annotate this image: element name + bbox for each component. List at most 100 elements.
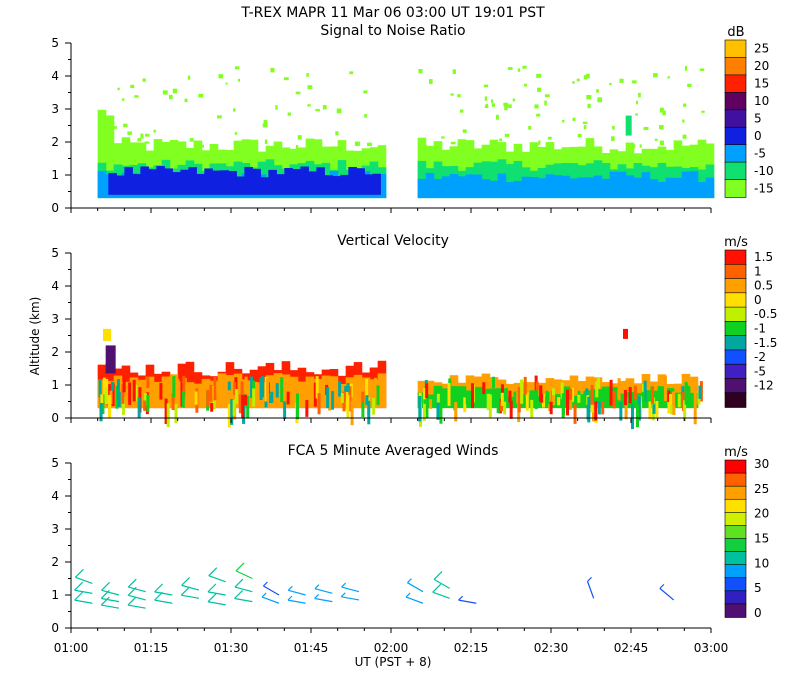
noise-speck	[307, 104, 311, 107]
echo-cell	[276, 174, 285, 195]
velocity-cell	[591, 403, 595, 422]
velocity-cell	[361, 396, 365, 418]
velocity-cell	[642, 383, 646, 400]
noise-speck	[662, 110, 666, 116]
echo-cell	[593, 389, 603, 409]
barb-feather	[74, 568, 84, 578]
echo-cell	[196, 173, 205, 195]
noise-speck	[576, 78, 580, 82]
colorbar-segment	[724, 126, 747, 146]
barb-feather	[181, 576, 191, 586]
velocity-cell	[326, 387, 330, 409]
noise-speck	[457, 94, 461, 98]
echo-cell	[148, 169, 157, 195]
noise-speck	[484, 105, 489, 108]
y-tick-label: 3	[51, 102, 59, 116]
noise-speck	[418, 68, 423, 74]
velocity-cell	[571, 387, 575, 402]
noise-speck	[117, 87, 120, 91]
velocity-cell	[549, 401, 553, 415]
noise-speck	[483, 84, 489, 88]
noise-speck	[235, 66, 240, 70]
velocity-cell	[670, 401, 674, 415]
barb-shaft	[407, 582, 424, 593]
velocity-cell	[216, 382, 220, 395]
noise-speck	[504, 105, 508, 111]
x-tick-label: 01:45	[294, 641, 329, 655]
wind-barb	[235, 562, 253, 580]
echo-cell	[625, 175, 635, 199]
barb-shaft	[261, 596, 280, 604]
echo-cell	[673, 177, 683, 199]
echo-cell	[481, 179, 491, 199]
echo-cell	[665, 177, 675, 199]
noise-speck	[307, 85, 313, 90]
velocity-cell	[631, 403, 635, 430]
echo-cell	[116, 175, 125, 195]
colorbar-label: 1	[754, 264, 762, 278]
echo-cell	[252, 168, 261, 195]
velocity-cell	[116, 379, 120, 400]
velocity-cell	[146, 376, 150, 388]
noise-speck	[459, 109, 464, 113]
barb-feather	[127, 578, 137, 588]
colorbar-segment	[724, 74, 747, 94]
velocity-cell	[372, 397, 376, 415]
colorbar-label: 15	[754, 77, 769, 91]
barb-shaft	[314, 588, 333, 594]
velocity-cell	[504, 388, 508, 399]
barb-shaft	[235, 570, 253, 580]
velocity-cell	[313, 382, 317, 407]
velocity-field	[97, 328, 703, 430]
echo-cell	[697, 182, 707, 199]
echo-cell	[545, 174, 555, 199]
wind-barb	[287, 595, 306, 604]
velocity-cell	[517, 386, 521, 413]
colorbar-label: -5	[754, 146, 766, 160]
velocity-cell	[166, 383, 170, 393]
colorbar-label: -2	[754, 350, 766, 364]
x-tick-label: 02:30	[534, 641, 569, 655]
echo-cell	[593, 175, 603, 199]
noise-speck	[561, 119, 565, 123]
echo-cell	[340, 174, 349, 195]
colorbar-label: 0	[754, 129, 762, 143]
velocity-cell	[592, 379, 596, 389]
wind-barb	[659, 583, 675, 601]
velocity-cell	[587, 396, 591, 423]
velocity-cell	[500, 401, 504, 412]
wind-barb	[433, 570, 450, 589]
barb-half-feather	[587, 576, 592, 582]
noise-speck	[643, 126, 649, 131]
noise-speck	[450, 93, 454, 96]
barb-shaft	[341, 596, 360, 601]
echo-cell	[353, 374, 363, 409]
velocity-cell	[530, 399, 534, 418]
velocity-cell	[429, 399, 433, 409]
colorbar-segment	[724, 39, 747, 59]
noise-speck	[536, 73, 542, 78]
velocity-cell	[622, 380, 626, 392]
velocity-cell	[672, 391, 676, 406]
noise-speck	[611, 136, 615, 142]
echo-cell	[569, 178, 579, 199]
colorbar-segment	[724, 603, 747, 618]
velocity-cell	[643, 380, 647, 402]
barb-shaft	[207, 601, 226, 606]
velocity-cell	[108, 394, 112, 419]
snr-field	[97, 65, 715, 199]
velocity-cell	[234, 389, 238, 404]
colorbar-label: -10	[754, 164, 774, 178]
noise-speck	[534, 104, 539, 109]
barb-shaft	[154, 591, 173, 596]
y-tick-label: 1	[51, 168, 59, 182]
velocity-cell	[164, 398, 168, 425]
snr-colorbar-unit: dB	[727, 25, 744, 40]
echo-cell	[441, 388, 451, 409]
velocity-cell	[595, 381, 599, 398]
noise-speck	[683, 103, 687, 107]
velocity-cell	[465, 394, 469, 405]
echo-cell	[561, 386, 571, 409]
echo-feature	[625, 115, 632, 136]
